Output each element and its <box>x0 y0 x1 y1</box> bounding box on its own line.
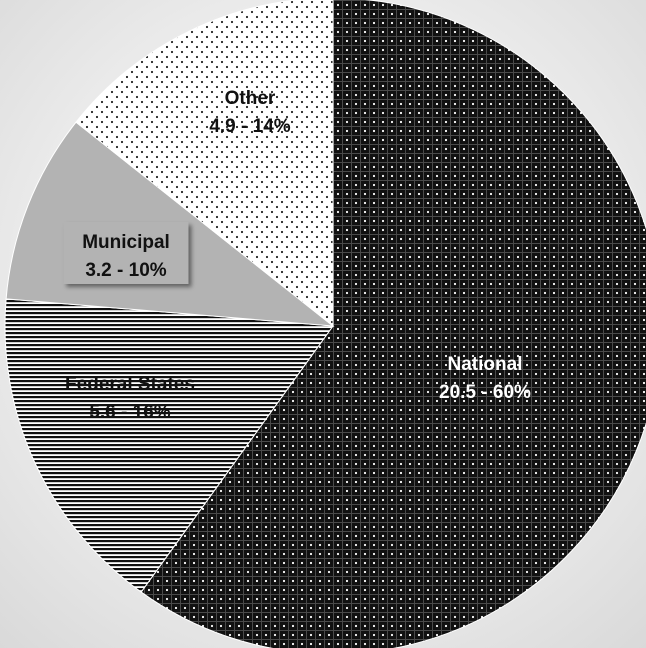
label-box <box>63 222 189 284</box>
slice-name-label: National <box>448 354 523 375</box>
slice-value-label: 5.6 - 16% <box>89 402 170 423</box>
slice-name-label: Municipal <box>82 232 170 253</box>
data-label-national: National 20.5 - 60% <box>439 354 531 403</box>
slice-value-label: 20.5 - 60% <box>439 382 531 403</box>
slice-name-label: Federal States <box>65 374 195 395</box>
slice-name-label: Other <box>225 88 276 109</box>
slice-value-label: 3.2 - 10% <box>85 260 166 281</box>
slice-value-label: 4.9 - 14% <box>209 116 290 137</box>
label-box-fill <box>187 78 313 140</box>
data-label-other: Other 4.9 - 14% <box>187 78 313 140</box>
data-label-federal-states: Federal States 5.6 - 16% <box>40 364 220 426</box>
data-label-municipal: Municipal 3.2 - 10% <box>63 222 189 284</box>
pie-slice-national <box>140 0 646 648</box>
label-box-fill <box>40 364 220 426</box>
